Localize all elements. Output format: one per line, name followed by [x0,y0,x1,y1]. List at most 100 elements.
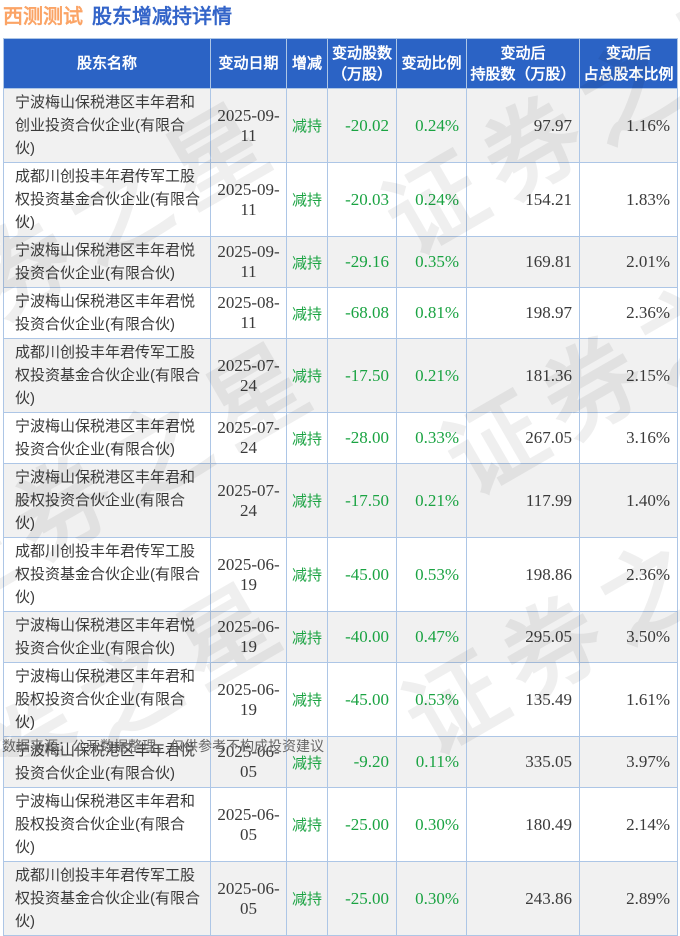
ratio-after-cell: 1.40% [579,463,678,538]
shareholder-name-cell: 成都川创投丰年君传军工股权投资基金合伙企业(有限合伙) [3,537,211,612]
shares-after-cell: 267.05 [466,412,580,464]
change-shares-cell: -25.00 [327,861,397,936]
change-ratio-cell: 0.30% [396,861,467,936]
change-ratio-cell: 0.30% [396,787,467,862]
ratio-after-cell: 3.16% [579,412,678,464]
ratio-after-cell: 3.97% [579,736,678,788]
data-source-note: 数据来源：公开数据整理，仅供参考不构成投资建议 [2,738,324,754]
change-date-cell: 2025-07-24 [210,463,287,538]
change-date-cell: 2025-06-05 [210,787,287,862]
change-ratio-cell: 0.53% [396,662,467,737]
shareholder-name-cell: 宁波梅山保税港区丰年君悦投资合伙企业(有限合伙) [3,412,211,464]
ratio-after-cell: 2.01% [579,236,678,288]
action-cell: 减持 [286,162,328,237]
table-row: 宁波梅山保税港区丰年君和股权投资合伙企业(有限合伙) 2025-06-05 减持 -2… [3,787,678,862]
ratio-after-cell: 2.89% [579,861,678,936]
action-cell: 减持 [286,88,328,163]
shareholder-name-cell: 宁波梅山保税港区丰年君和股权投资合伙企业(有限合伙) [3,463,211,538]
change-shares-cell: -17.50 [327,338,397,413]
table-row: 宁波梅山保税港区丰年君悦投资合伙企业(有限合伙) 2025-09-11 减持 -29.… [3,236,678,288]
shareholder-name-cell: 宁波梅山保税港区丰年君和股权投资合伙企业(有限合伙) [3,787,211,862]
change-shares-cell: -17.50 [327,463,397,538]
change-ratio-cell: 0.21% [396,338,467,413]
ratio-after-cell: 2.36% [579,537,678,612]
change-ratio-cell: 0.24% [396,162,467,237]
table-row: 宁波梅山保税港区丰年君悦投资合伙企业(有限合伙) 2025-08-11 减持 -68.… [3,287,678,339]
change-ratio-cell: 0.21% [396,463,467,538]
change-ratio-cell: 0.81% [396,287,467,339]
shareholder-name-cell: 宁波梅山保税港区丰年君悦投资合伙企业(有限合伙) [3,287,211,339]
action-cell: 减持 [286,338,328,413]
change-ratio-cell: 0.53% [396,537,467,612]
shares-after-cell: 154.21 [466,162,580,237]
column-header-3: 变动股数 （万股） [327,38,397,89]
change-ratio-cell: 0.47% [396,611,467,663]
table-row: 宁波梅山保税港区丰年君和股权投资合伙企业(有限合伙) 2025-06-19 减持 -4… [3,662,678,737]
shares-after-cell: 169.81 [466,236,580,288]
ratio-after-cell: 1.83% [579,162,678,237]
shares-after-cell: 117.99 [466,463,580,538]
shares-after-cell: 295.05 [466,611,580,663]
column-header-5: 变动后 持股数（万股） [466,38,580,89]
shareholder-changes-table: 股东名称 变动日期 增减 变动股数 （万股） 变动比例 变动后 持股数（万股） 变动后 占总… [3,38,678,936]
stock-name: 西测测试 [3,6,83,28]
ratio-after-cell: 1.61% [579,662,678,737]
change-ratio-cell: 0.24% [396,88,467,163]
change-date-cell: 2025-09-11 [210,162,287,237]
shares-after-cell: 180.49 [466,787,580,862]
change-date-cell: 2025-09-11 [210,88,287,163]
change-shares-cell: -29.16 [327,236,397,288]
table-row: 宁波梅山保税港区丰年君和股权投资合伙企业(有限合伙) 2025-07-24 减持 -1… [3,463,678,538]
ratio-after-cell: 2.15% [579,338,678,413]
ratio-after-cell: 3.50% [579,611,678,663]
column-header-1: 变动日期 [210,38,287,89]
shares-after-cell: 198.86 [466,537,580,612]
table-row: 成都川创投丰年君传军工股权投资基金合伙企业(有限合伙) 2025-06-05 减持 -… [3,861,678,936]
page-title: 西测测试 股东增减持详情 [3,4,232,30]
change-date-cell: 2025-06-19 [210,611,287,663]
shares-after-cell: 135.49 [466,662,580,737]
table-row: 宁波梅山保税港区丰年君悦投资合伙企业(有限合伙) 2025-06-19 减持 -40.… [3,611,678,663]
action-cell: 减持 [286,463,328,538]
change-shares-cell: -20.03 [327,162,397,237]
change-shares-cell: -68.08 [327,287,397,339]
shareholder-name-cell: 成都川创投丰年君传军工股权投资基金合伙企业(有限合伙) [3,861,211,936]
action-cell: 减持 [286,611,328,663]
shares-after-cell: 198.97 [466,287,580,339]
action-cell: 减持 [286,412,328,464]
column-header-2: 增减 [286,38,328,89]
shareholder-name-cell: 宁波梅山保税港区丰年君悦投资合伙企业(有限合伙) [3,611,211,663]
change-date-cell: 2025-06-19 [210,662,287,737]
change-date-cell: 2025-06-05 [210,861,287,936]
action-cell: 减持 [286,861,328,936]
change-shares-cell: -45.00 [327,537,397,612]
action-cell: 减持 [286,287,328,339]
ratio-after-cell: 2.36% [579,287,678,339]
change-date-cell: 2025-07-24 [210,412,287,464]
ratio-after-cell: 1.16% [579,88,678,163]
action-cell: 减持 [286,537,328,612]
table-row: 宁波梅山保税港区丰年君悦投资合伙企业(有限合伙) 2025-07-24 减持 -28.… [3,412,678,464]
change-shares-cell: -9.20 [327,736,397,788]
table-row: 成都川创投丰年君传军工股权投资基金合伙企业(有限合伙) 2025-06-19 减持 -… [3,537,678,612]
change-ratio-cell: 0.35% [396,236,467,288]
shareholder-name-cell: 宁波梅山保税港区丰年君和股权投资合伙企业(有限合伙) [3,662,211,737]
shareholder-name-cell: 宁波梅山保税港区丰年君和创业投资合伙企业(有限合伙) [3,88,211,163]
column-header-0: 股东名称 [3,38,211,89]
column-header-4: 变动比例 [396,38,467,89]
table-row: 宁波梅山保税港区丰年君和创业投资合伙企业(有限合伙) 2025-09-11 减持 -2… [3,88,678,163]
change-date-cell: 2025-06-19 [210,537,287,612]
report-title: 股东增减持详情 [92,6,232,28]
change-ratio-cell: 0.11% [396,736,467,788]
shares-after-cell: 181.36 [466,338,580,413]
table-row: 成都川创投丰年君传军工股权投资基金合伙企业(有限合伙) 2025-07-24 减持 -… [3,338,678,413]
shares-after-cell: 335.05 [466,736,580,788]
change-date-cell: 2025-09-11 [210,236,287,288]
change-shares-cell: -20.02 [327,88,397,163]
action-cell: 减持 [286,236,328,288]
table-row: 成都川创投丰年君传军工股权投资基金合伙企业(有限合伙) 2025-09-11 减持 -… [3,162,678,237]
change-shares-cell: -45.00 [327,662,397,737]
change-ratio-cell: 0.33% [396,412,467,464]
action-cell: 减持 [286,787,328,862]
